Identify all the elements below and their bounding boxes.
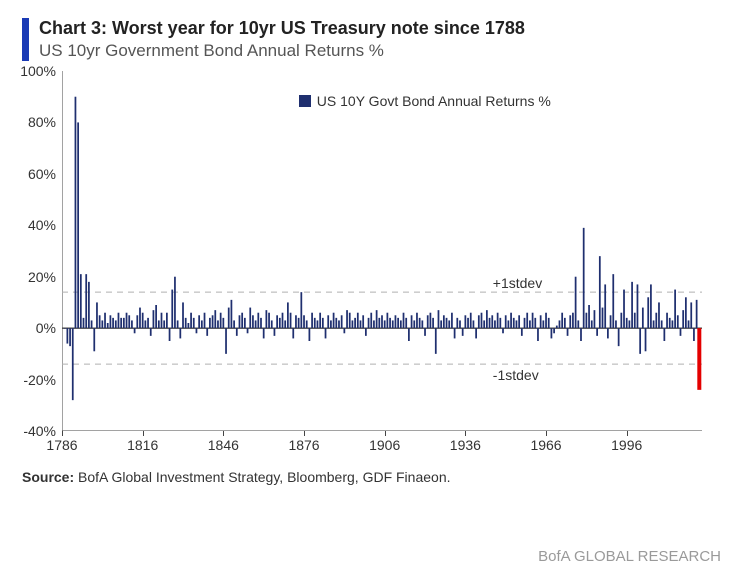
attribution: BofA GLOBAL RESEARCH [538, 548, 721, 565]
x-tick-label: 1966 [530, 431, 561, 453]
y-tick-label: -40% [23, 423, 62, 439]
x-tick-label: 1996 [611, 431, 642, 453]
y-tick-label: 20% [28, 269, 62, 285]
chart-page: Chart 3: Worst year for 10yr US Treasury… [0, 0, 741, 575]
x-tick-label: 1876 [288, 431, 319, 453]
x-tick-label: 1906 [369, 431, 400, 453]
source-text: BofA Global Investment Strategy, Bloombe… [78, 469, 450, 485]
x-tick-mark [627, 431, 628, 436]
chart-area: -40%-20%0%20%40%60%80%100%17861816184618… [62, 71, 702, 431]
chart-svg [62, 71, 702, 431]
x-tick-mark [62, 431, 63, 436]
chart-title: Chart 3: Worst year for 10yr US Treasury… [39, 18, 719, 39]
y-tick-label: 0% [36, 320, 62, 336]
x-tick-label: 1846 [208, 431, 239, 453]
y-tick-label: 80% [28, 114, 62, 130]
chart-header: Chart 3: Worst year for 10yr US Treasury… [22, 18, 719, 61]
x-tick-mark [223, 431, 224, 436]
y-tick-label: 100% [20, 63, 62, 79]
x-tick-mark [304, 431, 305, 436]
x-tick-mark [143, 431, 144, 436]
source-row: Source: BofA Global Investment Strategy,… [22, 469, 719, 485]
x-tick-label: 1786 [46, 431, 77, 453]
y-tick-label: 40% [28, 217, 62, 233]
chart-subtitle: US 10yr Government Bond Annual Returns % [39, 41, 719, 61]
x-tick-mark [385, 431, 386, 436]
source-label: Source: [22, 469, 74, 485]
x-tick-mark [546, 431, 547, 436]
accent-bar [22, 18, 29, 61]
x-tick-label: 1816 [127, 431, 158, 453]
y-tick-label: -20% [23, 372, 62, 388]
chart-titles: Chart 3: Worst year for 10yr US Treasury… [39, 18, 719, 61]
y-tick-label: 60% [28, 166, 62, 182]
x-tick-mark [465, 431, 466, 436]
x-tick-label: 1936 [450, 431, 481, 453]
